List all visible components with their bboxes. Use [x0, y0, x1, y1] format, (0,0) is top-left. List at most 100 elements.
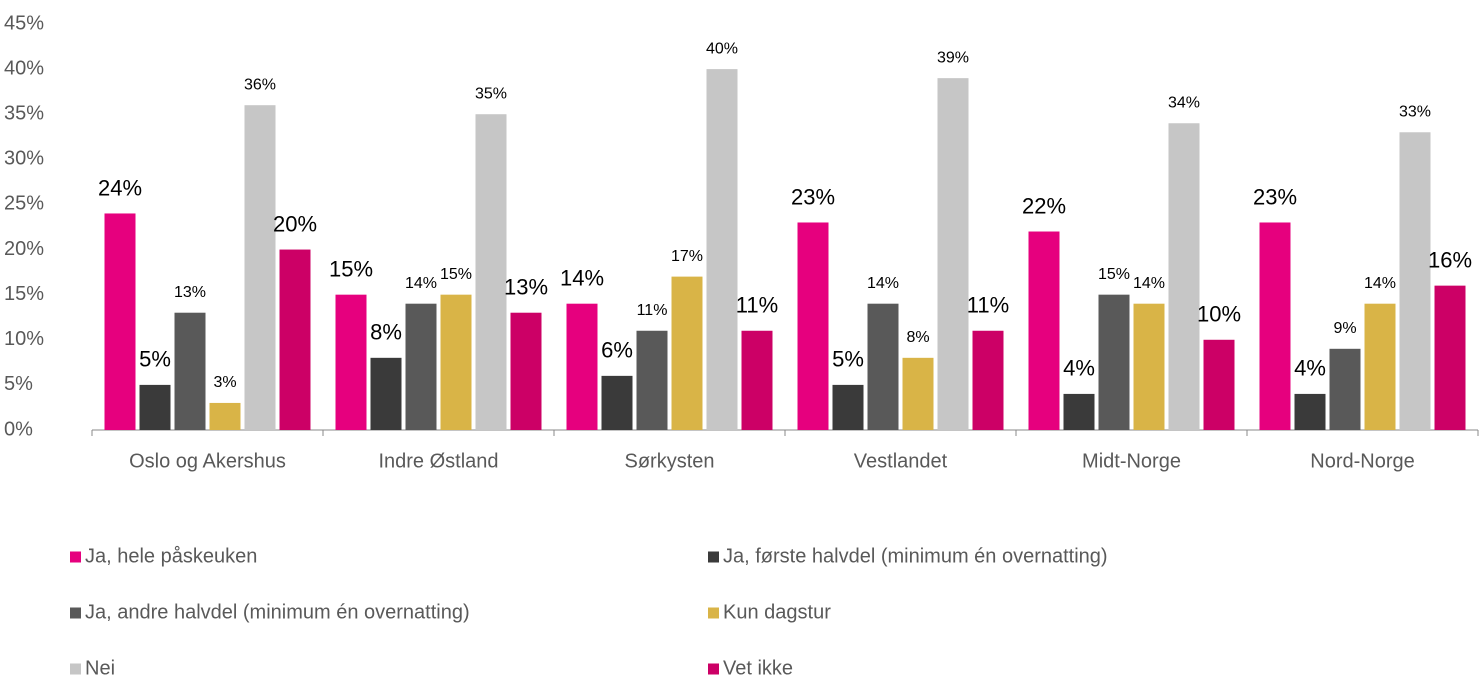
y-tick-label: 20%	[4, 238, 44, 260]
value-label: 24%	[98, 175, 142, 200]
bar	[1063, 393, 1095, 430]
bar	[1294, 393, 1326, 430]
bar	[510, 312, 542, 430]
x-tick-label: Nord-Norge	[1310, 450, 1414, 472]
bar	[335, 294, 367, 430]
bar	[671, 276, 703, 430]
bar	[440, 294, 472, 430]
bar	[279, 249, 311, 430]
value-label: 36%	[244, 76, 276, 93]
legend-swatch	[708, 607, 719, 619]
y-tick-label: 15%	[4, 283, 44, 305]
legend-swatch	[708, 663, 719, 675]
value-label: 5%	[139, 347, 171, 372]
bar	[1203, 339, 1235, 430]
y-tick-label: 30%	[4, 148, 44, 170]
value-label: 14%	[1364, 275, 1396, 292]
value-label: 40%	[706, 40, 738, 57]
bar	[405, 303, 437, 430]
legend-swatch	[70, 551, 81, 563]
value-label: 17%	[671, 248, 703, 265]
x-tick-label: Oslo og Akershus	[129, 450, 286, 472]
value-label: 39%	[937, 49, 969, 66]
bar	[601, 375, 633, 430]
bar	[832, 384, 864, 430]
bar	[636, 330, 668, 430]
y-tick-label: 0%	[4, 418, 33, 440]
value-label: 14%	[1133, 275, 1165, 292]
value-label: 8%	[906, 329, 929, 346]
bar	[1364, 303, 1396, 430]
bar	[1434, 285, 1466, 430]
value-label: 4%	[1294, 356, 1326, 381]
legend-label: Ja, andre halvdel (minimum én overnattin…	[85, 601, 470, 623]
bar	[902, 357, 934, 430]
value-label: 16%	[1428, 247, 1472, 272]
value-label: 13%	[174, 284, 206, 301]
x-tick-label: Midt-Norge	[1082, 450, 1181, 472]
value-label: 14%	[867, 275, 899, 292]
y-tick-label: 5%	[4, 373, 33, 395]
bar	[139, 384, 171, 430]
legend-label: Nei	[85, 657, 115, 679]
bar	[1028, 231, 1060, 430]
bar	[209, 402, 241, 430]
value-label: 34%	[1168, 94, 1200, 111]
x-tick-label: Sørkysten	[624, 450, 714, 472]
bar	[1168, 123, 1200, 430]
value-label: 23%	[1253, 184, 1297, 209]
bar	[244, 105, 276, 430]
value-label: 15%	[440, 266, 472, 283]
legend-label: Vet ikke	[723, 657, 793, 679]
legend-swatch	[70, 663, 81, 675]
value-label: 35%	[475, 85, 507, 102]
y-tick-label: 10%	[4, 328, 44, 350]
value-label: 4%	[1063, 356, 1095, 381]
bar	[867, 303, 899, 430]
y-tick-label: 35%	[4, 103, 44, 125]
value-label: 14%	[405, 275, 437, 292]
value-label: 9%	[1333, 320, 1356, 337]
value-label: 23%	[791, 184, 835, 209]
bar	[566, 303, 598, 430]
value-label: 11%	[736, 293, 778, 318]
legend-swatch	[70, 607, 81, 619]
value-label: 5%	[832, 347, 864, 372]
legend-label: Ja, første halvdel (minimum én overnatti…	[723, 545, 1108, 567]
bar	[1098, 294, 1130, 430]
value-label: 15%	[1098, 266, 1130, 283]
legend-label: Kun dagstur	[723, 601, 831, 623]
bar	[797, 222, 829, 430]
legend-label: Ja, hele påskeuken	[85, 545, 257, 567]
x-tick-label: Indre Østland	[378, 450, 498, 472]
value-label: 3%	[213, 374, 236, 391]
bar	[174, 312, 206, 430]
value-label: 11%	[967, 293, 1009, 318]
bar	[741, 330, 773, 430]
value-label: 14%	[560, 266, 604, 291]
bar	[1133, 303, 1165, 430]
y-tick-label: 45%	[4, 12, 44, 34]
value-label: 20%	[273, 211, 317, 236]
value-label: 8%	[370, 320, 402, 345]
value-label: 6%	[601, 338, 633, 363]
bar	[370, 357, 402, 430]
bar	[475, 114, 507, 430]
value-label: 15%	[329, 256, 373, 281]
y-tick-label: 25%	[4, 193, 44, 215]
bar	[1259, 222, 1291, 430]
bar	[1399, 132, 1431, 430]
y-tick-label: 40%	[4, 57, 44, 79]
bar	[1329, 348, 1361, 430]
value-label: 10%	[1197, 302, 1241, 327]
value-label: 33%	[1399, 103, 1431, 120]
legend-swatch	[708, 551, 719, 563]
x-tick-label: Vestlandet	[854, 450, 948, 472]
bar	[104, 213, 136, 430]
value-label: 11%	[637, 302, 668, 319]
bar	[937, 78, 969, 430]
value-label: 22%	[1022, 193, 1066, 218]
bar	[972, 330, 1004, 430]
bar	[706, 69, 738, 430]
